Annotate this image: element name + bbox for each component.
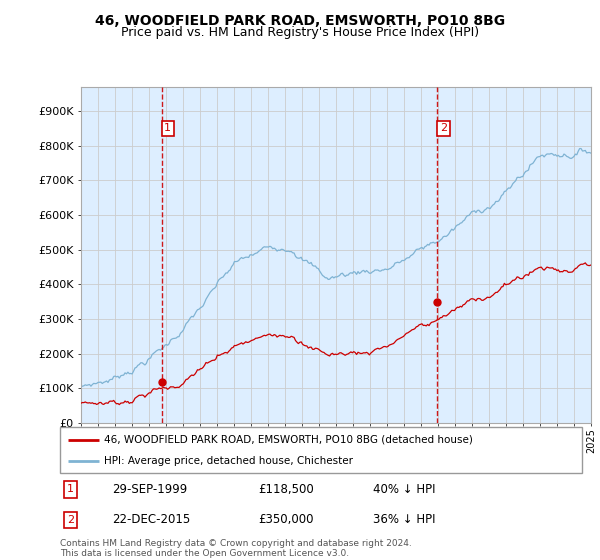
Text: 46, WOODFIELD PARK ROAD, EMSWORTH, PO10 8BG: 46, WOODFIELD PARK ROAD, EMSWORTH, PO10 … [95,14,505,28]
Text: 1: 1 [164,123,172,133]
Text: 2: 2 [440,123,447,133]
Text: 36% ↓ HPI: 36% ↓ HPI [373,513,436,526]
Text: Contains HM Land Registry data © Crown copyright and database right 2024.
This d: Contains HM Land Registry data © Crown c… [60,539,412,558]
Text: 1: 1 [67,484,74,494]
Text: £350,000: £350,000 [259,513,314,526]
FancyBboxPatch shape [60,427,582,473]
Text: 46, WOODFIELD PARK ROAD, EMSWORTH, PO10 8BG (detached house): 46, WOODFIELD PARK ROAD, EMSWORTH, PO10 … [104,435,473,445]
Text: 29-SEP-1999: 29-SEP-1999 [112,483,187,496]
Text: 22-DEC-2015: 22-DEC-2015 [112,513,190,526]
Text: 40% ↓ HPI: 40% ↓ HPI [373,483,436,496]
Text: 2: 2 [67,515,74,525]
Text: £118,500: £118,500 [259,483,314,496]
Text: HPI: Average price, detached house, Chichester: HPI: Average price, detached house, Chic… [104,456,353,466]
Text: Price paid vs. HM Land Registry's House Price Index (HPI): Price paid vs. HM Land Registry's House … [121,26,479,39]
